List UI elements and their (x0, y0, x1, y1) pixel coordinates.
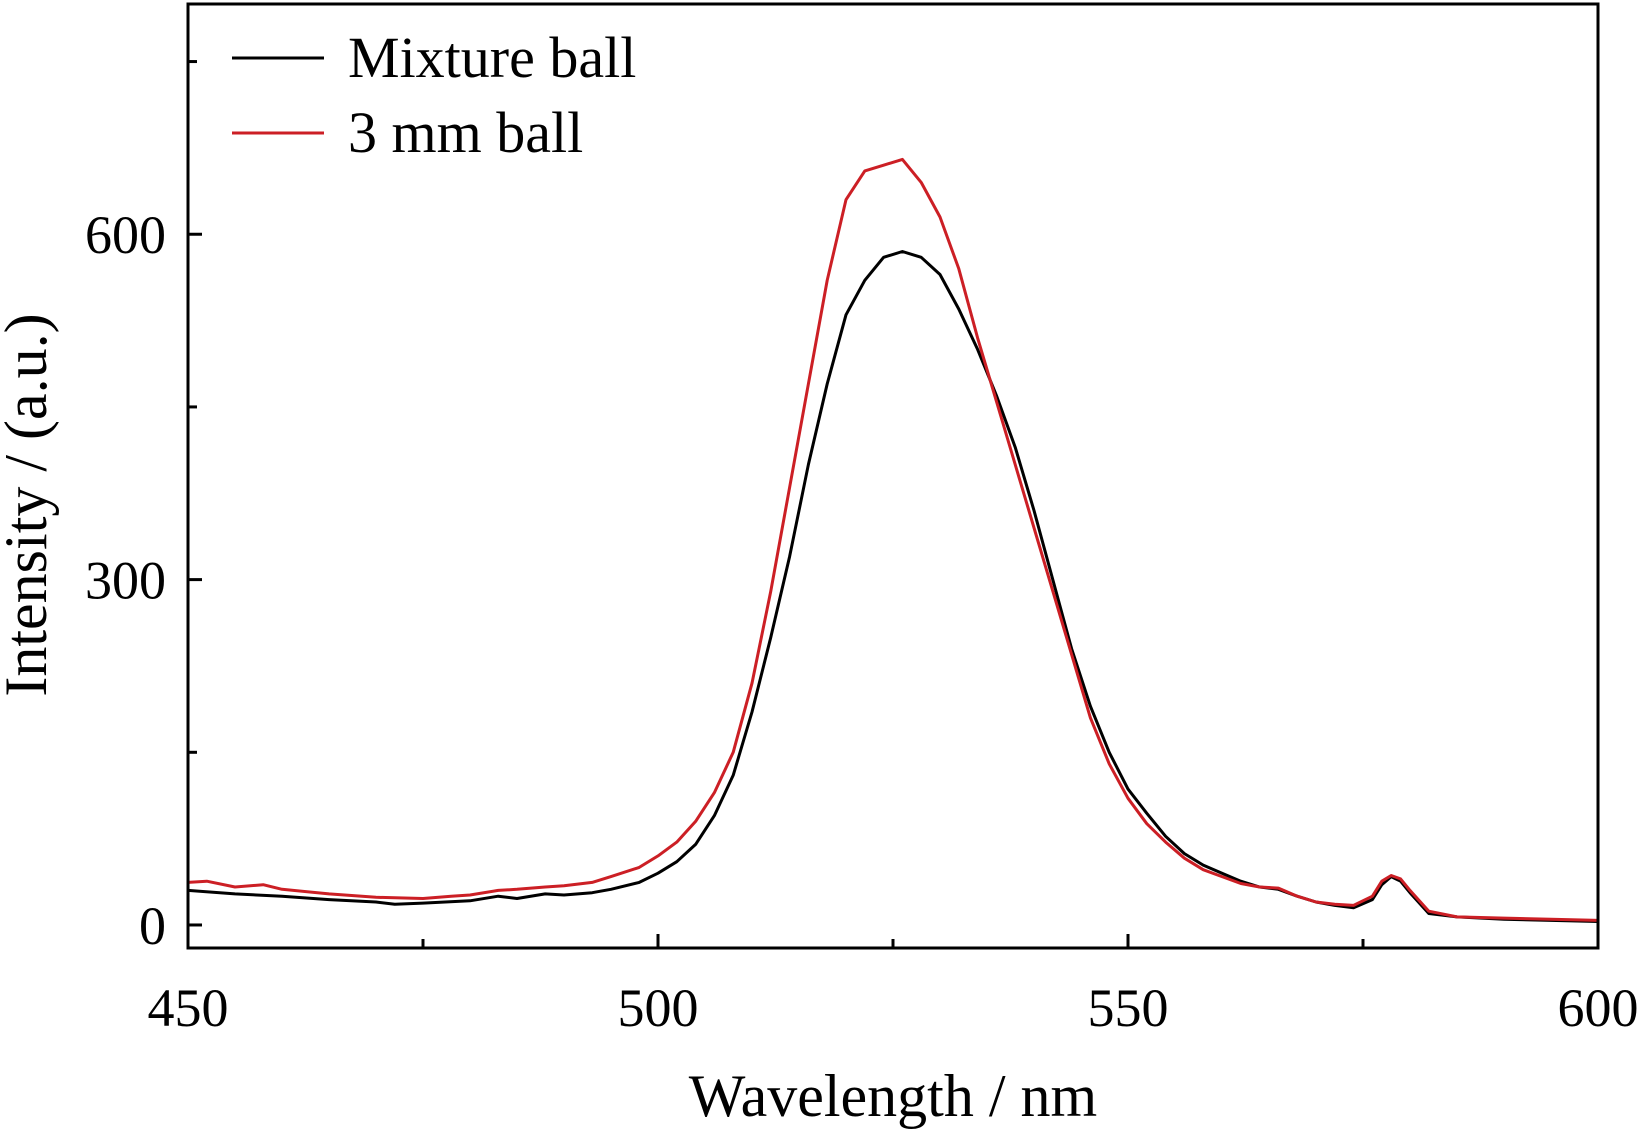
series-line-3mm-ball (187, 157, 1599, 922)
y-axis-title: Intensity / (a.u.) (0, 313, 59, 696)
y-tick-label-600: 600 (85, 205, 166, 265)
legend-label-mixture-ball: Mixture ball (348, 25, 636, 90)
series-line-mixture-ball (187, 250, 1599, 923)
x-tick-label-500: 500 (618, 978, 699, 1038)
y-tick-label-0: 0 (139, 896, 166, 956)
x-tick-label-600: 600 (1558, 978, 1639, 1038)
legend: Mixture ball 3 mm ball (232, 25, 636, 165)
tick-layer (186, 60, 1600, 948)
legend-label-3mm-ball: 3 mm ball (348, 100, 583, 165)
tick-label-layer: 450 500 550 600 0 300 600 (85, 205, 1639, 1038)
x-axis-title: Wavelength / nm (689, 1063, 1097, 1129)
x-tick-label-450: 450 (148, 978, 229, 1038)
y-tick-label-300: 300 (85, 551, 166, 611)
series-layer (187, 157, 1599, 923)
x-tick-label-550: 550 (1088, 978, 1169, 1038)
